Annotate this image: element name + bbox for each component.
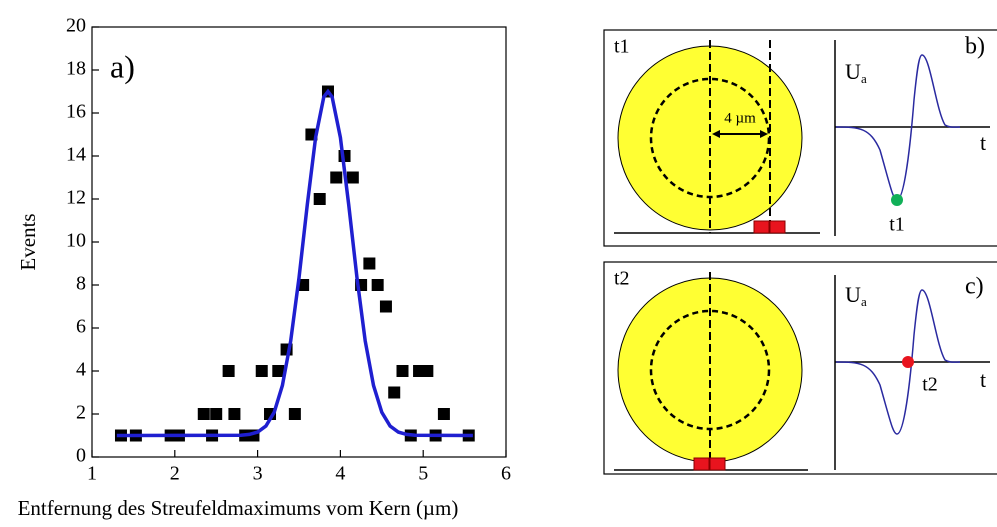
y-tick-label: 8 — [76, 273, 86, 295]
voltage-subscript: a — [861, 71, 867, 86]
data-point — [210, 408, 223, 420]
data-point — [363, 257, 376, 270]
sensor — [709, 457, 726, 471]
waveform — [835, 54, 961, 201]
panel-b: 4 µm t1 t1 U a t b) — [603, 29, 997, 247]
time-axis-label: t — [980, 367, 986, 392]
data-point — [330, 171, 343, 184]
x-tick-label: 2 — [170, 463, 180, 485]
sensor — [769, 220, 786, 234]
y-axis-label: Events — [16, 213, 40, 270]
voltage-label: U — [845, 282, 861, 307]
x-tick-label: 3 — [253, 463, 263, 485]
data-point — [421, 365, 434, 377]
marker-label: t1 — [889, 214, 905, 236]
data-point — [396, 365, 409, 377]
voltage-subscript: a — [861, 294, 867, 309]
data-point — [197, 408, 210, 420]
distance-label: 4 µm — [724, 110, 756, 126]
marker-label: t2 — [922, 374, 938, 396]
y-tick-label: 2 — [76, 402, 86, 424]
data-point — [388, 386, 401, 399]
panel-frame — [603, 261, 997, 475]
panel-frame — [603, 29, 997, 247]
sensor — [693, 457, 710, 471]
data-point — [379, 300, 392, 313]
sensor — [753, 220, 770, 234]
x-tick-label: 1 — [87, 463, 97, 485]
data-point — [346, 171, 359, 184]
data-point — [288, 408, 301, 420]
time-axis-label: t — [980, 130, 986, 155]
x-tick-label: 5 — [418, 463, 428, 485]
y-tick-label: 16 — [66, 101, 86, 123]
data-point — [272, 365, 285, 377]
x-tick-label: 6 — [501, 463, 511, 485]
fit-line — [116, 88, 473, 438]
y-tick-label: 0 — [76, 445, 86, 467]
y-tick-label: 18 — [66, 58, 86, 80]
time-label: t2 — [614, 268, 630, 290]
panel-label: b) — [965, 34, 985, 60]
y-tick-label: 4 — [76, 359, 86, 381]
time-marker — [902, 356, 914, 368]
panel-label: c) — [965, 274, 984, 300]
data-point — [222, 365, 235, 377]
voltage-label: U — [845, 59, 861, 84]
data-point — [255, 365, 268, 377]
data-point — [313, 193, 326, 205]
y-tick-label: 20 — [66, 15, 86, 37]
y-tick-label: 10 — [66, 230, 86, 252]
plot-frame — [91, 26, 507, 458]
y-tick-label: 12 — [66, 187, 86, 209]
waveform — [835, 289, 961, 435]
annotation: a) — [110, 48, 135, 84]
time-label: t1 — [614, 36, 630, 58]
data-point — [228, 408, 241, 420]
y-tick-label: 14 — [66, 144, 86, 166]
data-point — [371, 279, 384, 291]
x-tick-label: 4 — [335, 463, 345, 485]
panel-c: t2 t2 U a t c) — [603, 261, 997, 475]
data-point — [437, 408, 450, 420]
time-marker — [891, 194, 903, 206]
y-tick-label: 6 — [76, 316, 86, 338]
x-axis-label: Entfernung des Streufeldmaximums vom Ker… — [18, 496, 459, 520]
